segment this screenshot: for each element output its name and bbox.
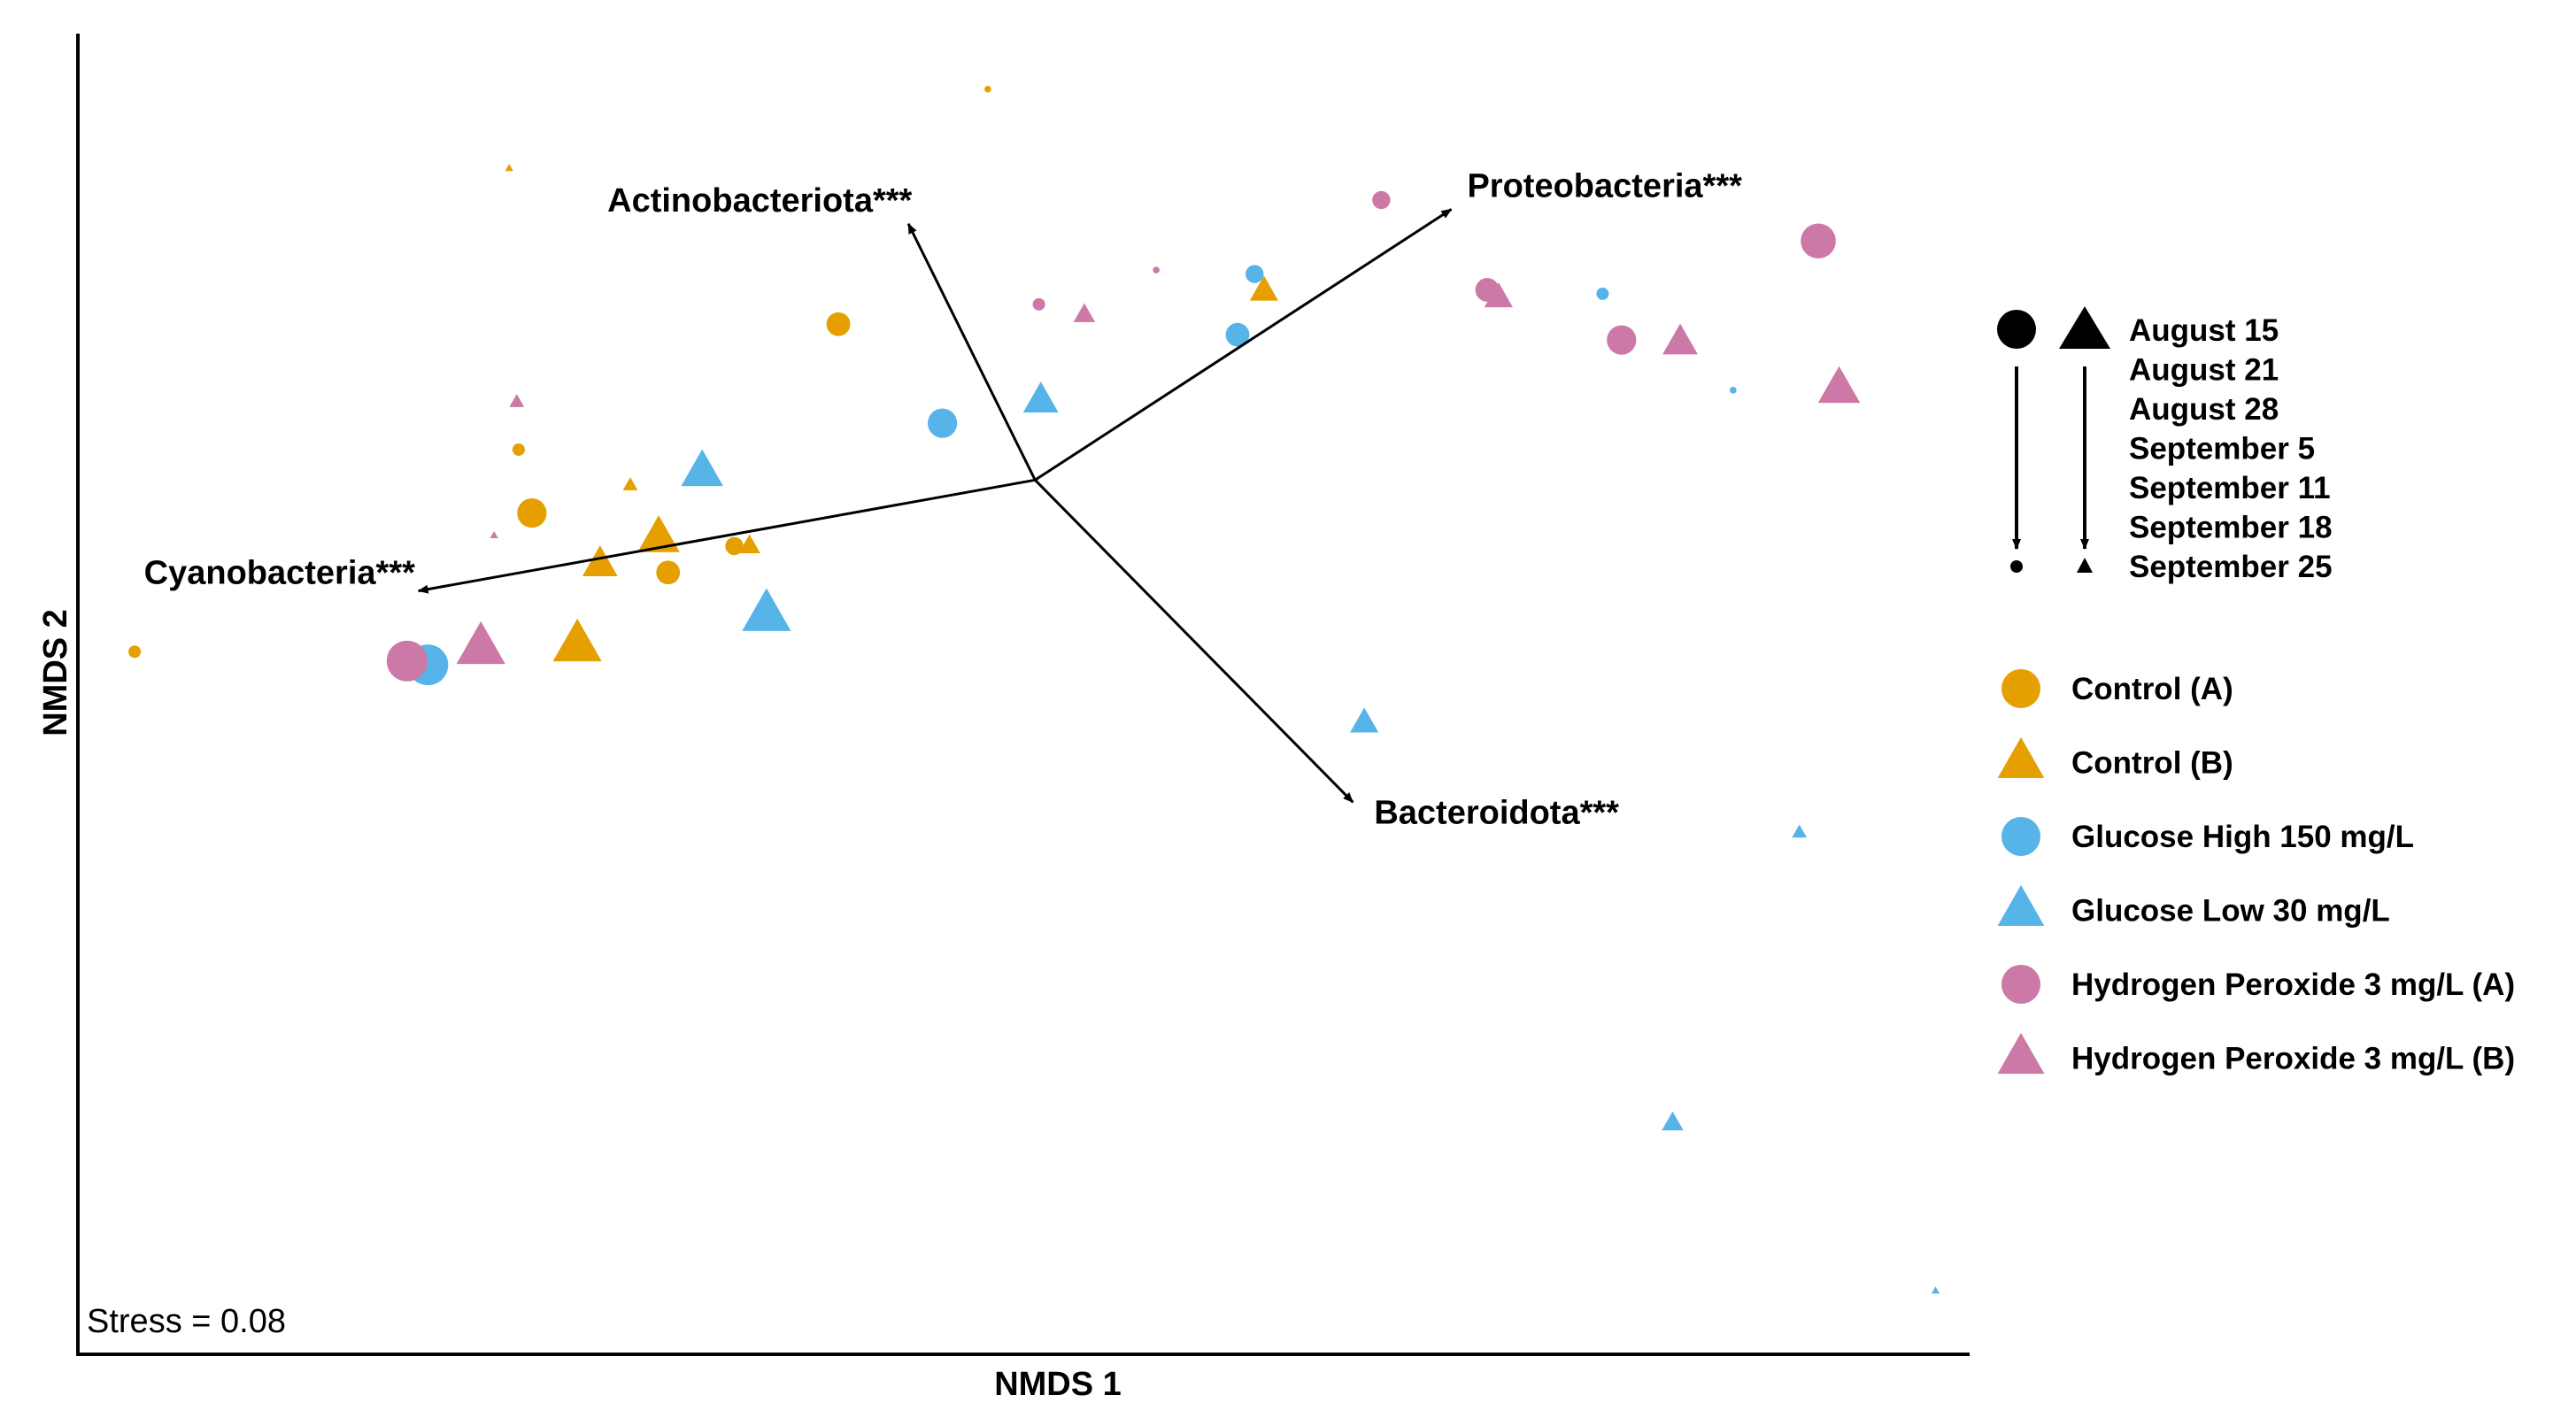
data-point — [456, 621, 505, 665]
data-point — [681, 449, 723, 487]
data-point — [1153, 266, 1160, 274]
vector-label: Cyanobacteria*** — [144, 555, 415, 592]
legend-date-label: September 25 — [2129, 550, 2333, 584]
legend-circle-small — [2010, 560, 2023, 573]
x-axis-label: NMDS 1 — [994, 1366, 1122, 1403]
vector-arrow — [906, 222, 1037, 481]
legend-group-label: Glucose Low 30 mg/L — [2071, 894, 2390, 929]
data-point — [582, 545, 618, 577]
y-axis-label: NMDS 2 — [37, 609, 74, 736]
legend-date-label: August 21 — [2129, 353, 2279, 388]
vector-arrow — [1034, 479, 1354, 804]
vector-arrow — [1034, 208, 1453, 482]
data-point — [505, 164, 513, 172]
data-point — [1372, 190, 1391, 210]
legend-symbol — [1997, 736, 2045, 779]
legend-date-label: September 18 — [2129, 511, 2333, 545]
data-point — [1249, 275, 1278, 301]
points-layer — [128, 85, 1940, 1294]
legend-date-label: September 5 — [2129, 432, 2315, 466]
data-point — [1596, 287, 1609, 300]
data-point — [490, 531, 498, 538]
data-point — [1792, 824, 1808, 838]
legend-date-label: September 11 — [2129, 471, 2331, 505]
data-point — [517, 497, 547, 528]
data-point — [386, 640, 428, 682]
data-point — [984, 85, 991, 93]
legend-group-label: Hydrogen Peroxide 3 mg/L (A) — [2071, 967, 2515, 1002]
data-point — [1817, 366, 1861, 404]
legend-group-label: Glucose High 150 mg/L — [2071, 820, 2414, 854]
vector-label: Proteobacteria*** — [1467, 167, 1742, 204]
data-point — [1662, 323, 1698, 355]
data-point — [1032, 297, 1045, 311]
legend-group-label: Control (A) — [2071, 672, 2233, 706]
data-point — [742, 588, 791, 631]
legend-date-label: August 28 — [2129, 392, 2279, 427]
vector-label: Actinobacteriota*** — [607, 182, 912, 220]
data-point — [1073, 303, 1096, 322]
data-point — [1931, 1286, 1940, 1294]
data-point — [725, 536, 744, 556]
legend-group-label: Hydrogen Peroxide 3 mg/L (B) — [2071, 1042, 2515, 1076]
vector-label: Bacteroidota*** — [1374, 794, 1619, 831]
vector-arrow — [417, 478, 1036, 594]
data-point — [928, 408, 958, 438]
data-point — [1801, 223, 1836, 259]
data-point — [1350, 707, 1379, 733]
legend-triangle-large — [2059, 306, 2110, 349]
legend-symbol — [2001, 669, 2040, 708]
legend-symbol — [1997, 884, 2045, 927]
data-point — [509, 394, 525, 407]
legend-symbol — [1997, 1032, 2045, 1075]
legend-group-label: Control (B) — [2071, 746, 2233, 781]
data-point — [1225, 322, 1250, 347]
data-point — [826, 312, 851, 336]
legend-symbol — [2001, 817, 2040, 856]
vectors-layer: Actinobacteriota*** Proteobacteria*** Cyan… — [144, 167, 1742, 831]
legend-triangle-small — [2077, 558, 2093, 573]
legend-date-label: August 15 — [2129, 313, 2279, 348]
data-point — [1607, 325, 1637, 355]
data-point — [1662, 1111, 1684, 1131]
legend-symbol — [2001, 965, 2040, 1004]
data-point — [512, 443, 525, 456]
data-point — [128, 645, 142, 659]
data-point — [622, 477, 638, 490]
data-point — [1022, 382, 1059, 413]
data-point — [738, 534, 760, 554]
legend-circle-large — [1997, 310, 2036, 349]
data-point — [1484, 281, 1513, 308]
legend: August 15 August 21 August 28 September 5 Se… — [1997, 306, 2515, 1076]
data-point — [1246, 265, 1264, 283]
data-point — [656, 560, 681, 585]
data-point — [637, 515, 680, 552]
data-point — [1730, 387, 1737, 394]
stress-label: Stress = 0.08 — [87, 1303, 286, 1340]
data-point — [552, 618, 602, 662]
